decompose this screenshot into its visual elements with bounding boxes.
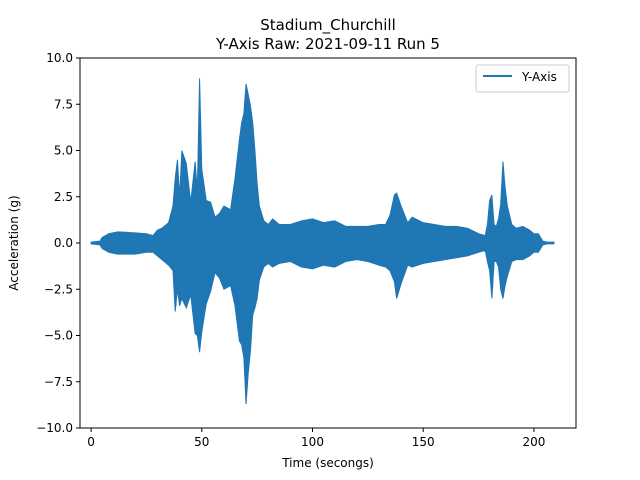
- axes-frame: [79, 57, 577, 429]
- y-axis-label: Acceleration (g): [7, 195, 21, 290]
- x-tick-label: 50: [194, 435, 209, 449]
- series-trace-0: [90, 97, 555, 368]
- y-tick-label: −7.5: [44, 375, 73, 389]
- x-tick-label: 100: [301, 435, 324, 449]
- y-tick-label: 5.0: [54, 144, 73, 158]
- x-tick-label: 0: [87, 435, 95, 449]
- y-tick-label: 10.0: [46, 51, 73, 65]
- x-tick-label: 150: [412, 435, 435, 449]
- legend-box: [475, 64, 570, 93]
- legend-label: Y-Axis: [521, 70, 557, 84]
- legend: Y-Axis: [475, 64, 570, 93]
- chart-subtitle: Y-Axis Raw: 2021-09-11 Run 5: [215, 35, 440, 53]
- chart-title: Stadium_Churchill: [260, 16, 395, 35]
- y-tick-label: 2.5: [54, 190, 73, 204]
- y-tick-label: −10.0: [36, 421, 73, 435]
- plot-area: [90, 78, 555, 404]
- x-axis-label: Time (secongs): [281, 456, 374, 470]
- axis-ticks: 0 50 100 150 200 −10.0 −7.5 −5.0 −2.5 0.0 2.5 5.0 7.…: [36, 51, 545, 449]
- y-tick-label: 0.0: [54, 236, 73, 250]
- y-tick-label: −2.5: [44, 282, 73, 296]
- y-tick-label: 7.5: [54, 97, 73, 111]
- x-tick-label: 200: [522, 435, 545, 449]
- y-tick-label: −5.0: [44, 329, 73, 343]
